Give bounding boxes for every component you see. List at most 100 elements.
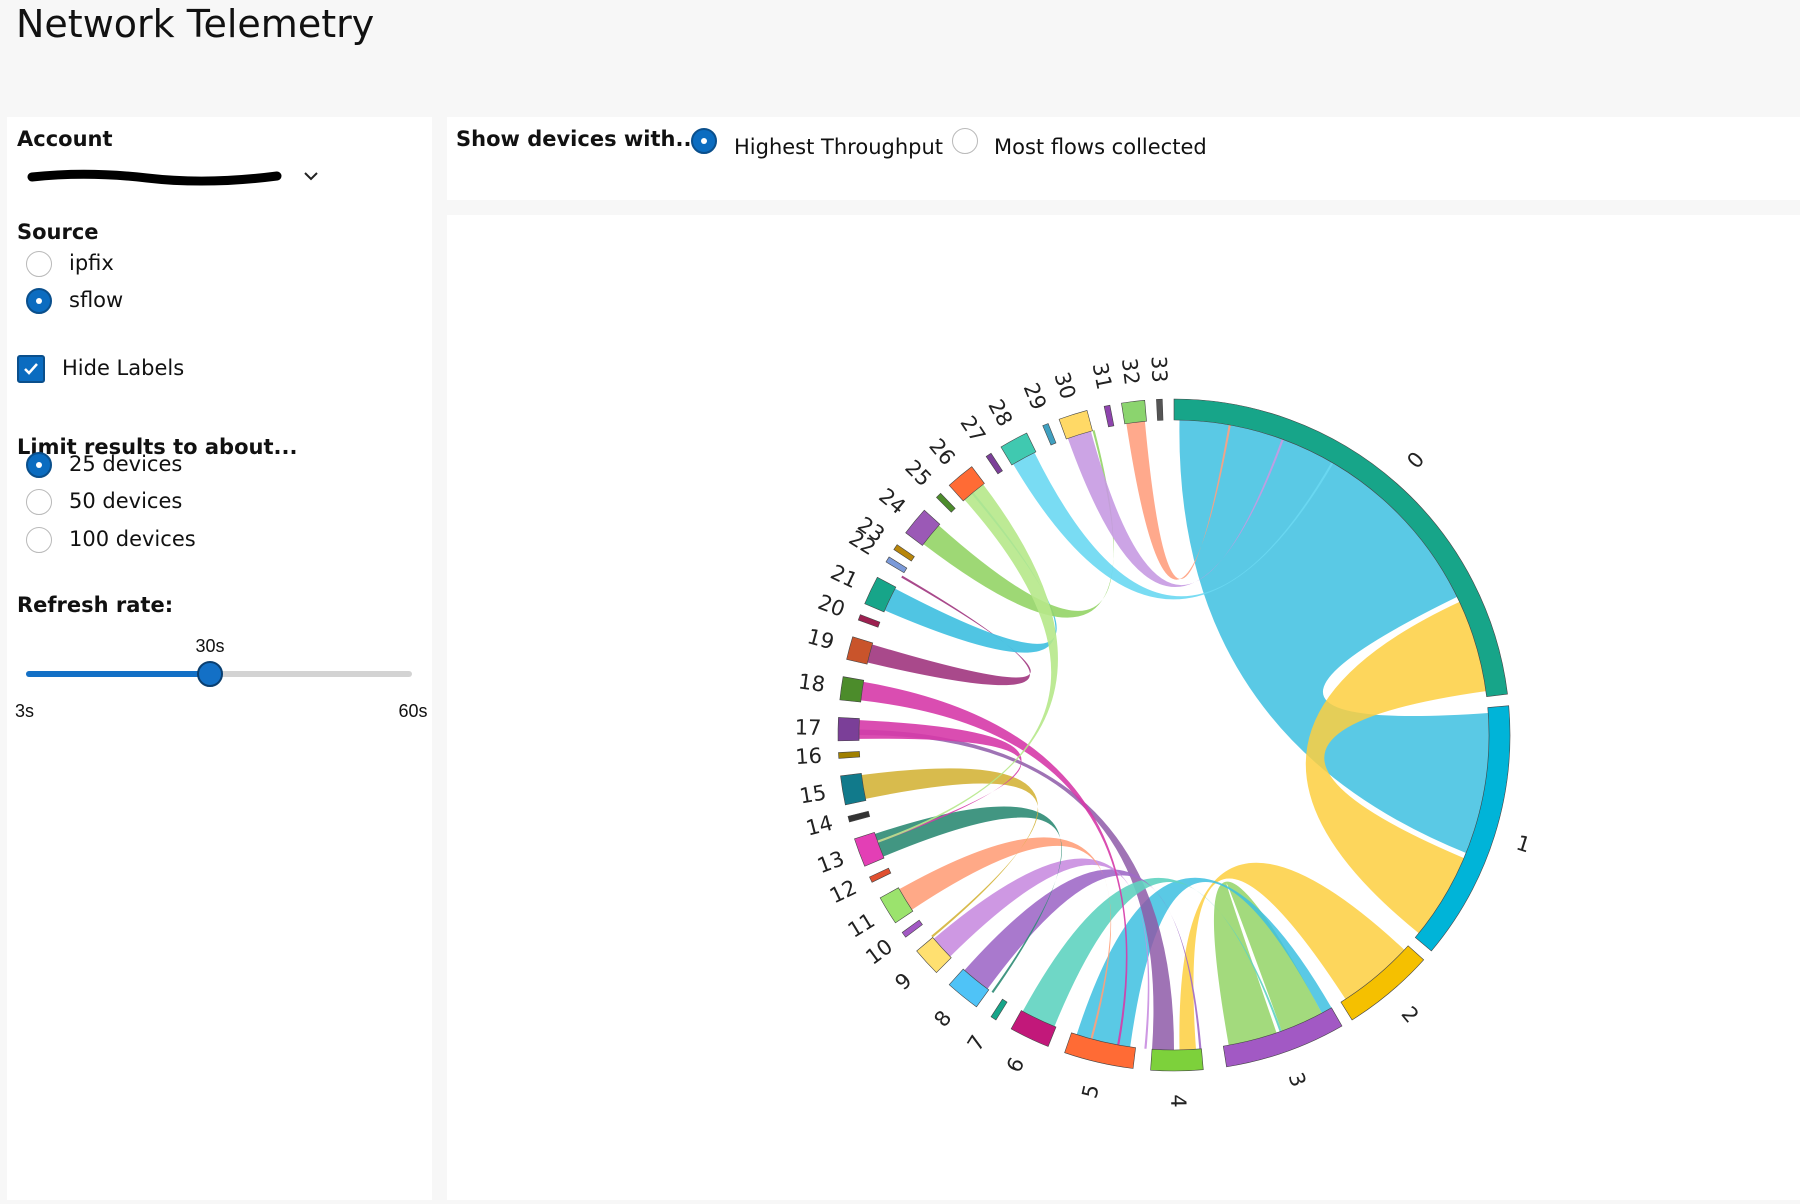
- node-label: 24: [874, 484, 910, 520]
- radio-label: 25 devices: [69, 452, 183, 476]
- radio[interactable]: [952, 128, 978, 154]
- node-arc: [948, 466, 985, 502]
- chord-diagram: 0123456789101112131415161718192021222324…: [794, 355, 1533, 1108]
- chord-ribbon: [859, 720, 1022, 843]
- node-label: 1: [1513, 831, 1533, 858]
- node-arc: [893, 544, 915, 562]
- toolbar: Show devices with... Highest Throughput M…: [447, 117, 1800, 200]
- redacted-value: [27, 169, 282, 186]
- node-label: 26: [924, 434, 960, 470]
- chord-ribbon: [884, 492, 1057, 653]
- node-label: 32: [1117, 357, 1144, 386]
- chevron: [304, 172, 318, 181]
- chord-ribbon: [1305, 601, 1486, 934]
- chord-ribbon: [1076, 877, 1332, 1047]
- radio-label: Most flows collected: [994, 135, 1207, 159]
- chart-panel: 0 1 2 3 4 5 6 7 8 9 10 11 12 13 14 15 16 17 18 19 20 21 22 23 24…: [447, 215, 1800, 1200]
- node-label: 7: [963, 1031, 990, 1055]
- slider-min: 3s: [15, 701, 35, 721]
- sidebar: Account Source Limit results to about...…: [7, 117, 432, 1200]
- node-arc: [1340, 945, 1425, 1021]
- node-arc: [879, 887, 914, 924]
- chord-ribbon: [964, 869, 1202, 1049]
- limit-label: Limit results to about...: [17, 435, 298, 459]
- check-mark: [24, 363, 38, 375]
- radio-label: sflow: [69, 288, 124, 312]
- node-arc: [847, 810, 871, 823]
- radio[interactable]: [691, 128, 717, 154]
- radio[interactable]: [26, 288, 52, 314]
- node-arc: [1010, 1010, 1057, 1047]
- node-label: 31: [1088, 361, 1117, 392]
- node-arc: [1414, 705, 1511, 952]
- hide-labels-checkbox[interactable]: [17, 355, 45, 383]
- node-label: 13: [814, 846, 847, 878]
- account-select[interactable]: [27, 165, 327, 189]
- node-arc: [869, 867, 892, 883]
- node-label: 4: [1166, 1094, 1190, 1108]
- slider-fill: [26, 671, 210, 677]
- node-label: 9: [890, 968, 916, 995]
- node-arc: [1103, 404, 1115, 428]
- node-arc: [935, 492, 956, 513]
- radio[interactable]: [26, 251, 52, 277]
- node-label: 25: [900, 455, 936, 491]
- node-arc: [838, 751, 861, 759]
- node-arc: [905, 509, 941, 546]
- node-arc: [885, 556, 908, 574]
- slider-value: 30s: [195, 636, 225, 656]
- node-label: 27: [955, 411, 990, 447]
- page-title: Network Telemetry: [16, 2, 375, 46]
- toolbar-label: Show devices with...: [456, 127, 700, 151]
- hide-labels-text: Hide Labels: [62, 356, 185, 380]
- node-label: 11: [844, 908, 879, 942]
- chord-ribbon: [1179, 862, 1405, 1050]
- node-arc: [837, 717, 860, 742]
- chord-ribbon: [933, 858, 1150, 1049]
- node-label: 28: [983, 395, 1017, 430]
- radio[interactable]: [26, 452, 52, 478]
- node-label: 29: [1019, 380, 1051, 414]
- node-label: 33: [1146, 355, 1171, 383]
- node-label: 5: [1077, 1082, 1103, 1100]
- chord-ribbon: [1067, 431, 1284, 588]
- radio-label: 100 devices: [69, 527, 196, 551]
- node-label: 21: [827, 560, 861, 593]
- node-label: 30: [1049, 369, 1080, 402]
- node-arc: [901, 919, 923, 938]
- radio[interactable]: [26, 489, 52, 515]
- node-label: 19: [805, 624, 837, 654]
- node-arc: [864, 576, 897, 613]
- node-arc: [1064, 1032, 1136, 1069]
- node-arc: [1042, 423, 1057, 446]
- refresh-label: Refresh rate:: [17, 593, 174, 617]
- node-label: 20: [815, 590, 848, 622]
- node-arc: [985, 452, 1003, 475]
- radio-label: ipfix: [69, 251, 114, 275]
- chord-ribbon: [1022, 877, 1282, 1032]
- node-arc: [1222, 1007, 1343, 1068]
- node-arc: [948, 968, 990, 1008]
- node-label: 14: [803, 811, 835, 841]
- radio[interactable]: [26, 527, 52, 553]
- chord-ribbon: [1013, 452, 1334, 600]
- chord-ribbon: [923, 430, 1114, 618]
- node-label: 16: [795, 744, 823, 770]
- node-label: 12: [826, 875, 860, 908]
- node-arc: [1173, 398, 1508, 697]
- chord-ribbon: [1126, 421, 1231, 580]
- radio-label: Highest Throughput: [734, 135, 944, 159]
- node-arc: [840, 773, 867, 806]
- source-label: Source: [17, 220, 99, 244]
- radio-label: 50 devices: [69, 489, 183, 513]
- node-label: 0: [1402, 447, 1429, 473]
- node-label: 18: [797, 669, 827, 696]
- slider-knob[interactable]: [197, 661, 223, 687]
- node-arc: [854, 831, 885, 867]
- chord-ribbon: [861, 768, 1039, 938]
- node-label: 6: [1002, 1054, 1029, 1076]
- node-arc: [1156, 398, 1164, 421]
- node-arc: [1000, 432, 1037, 466]
- node-label: 15: [798, 780, 828, 808]
